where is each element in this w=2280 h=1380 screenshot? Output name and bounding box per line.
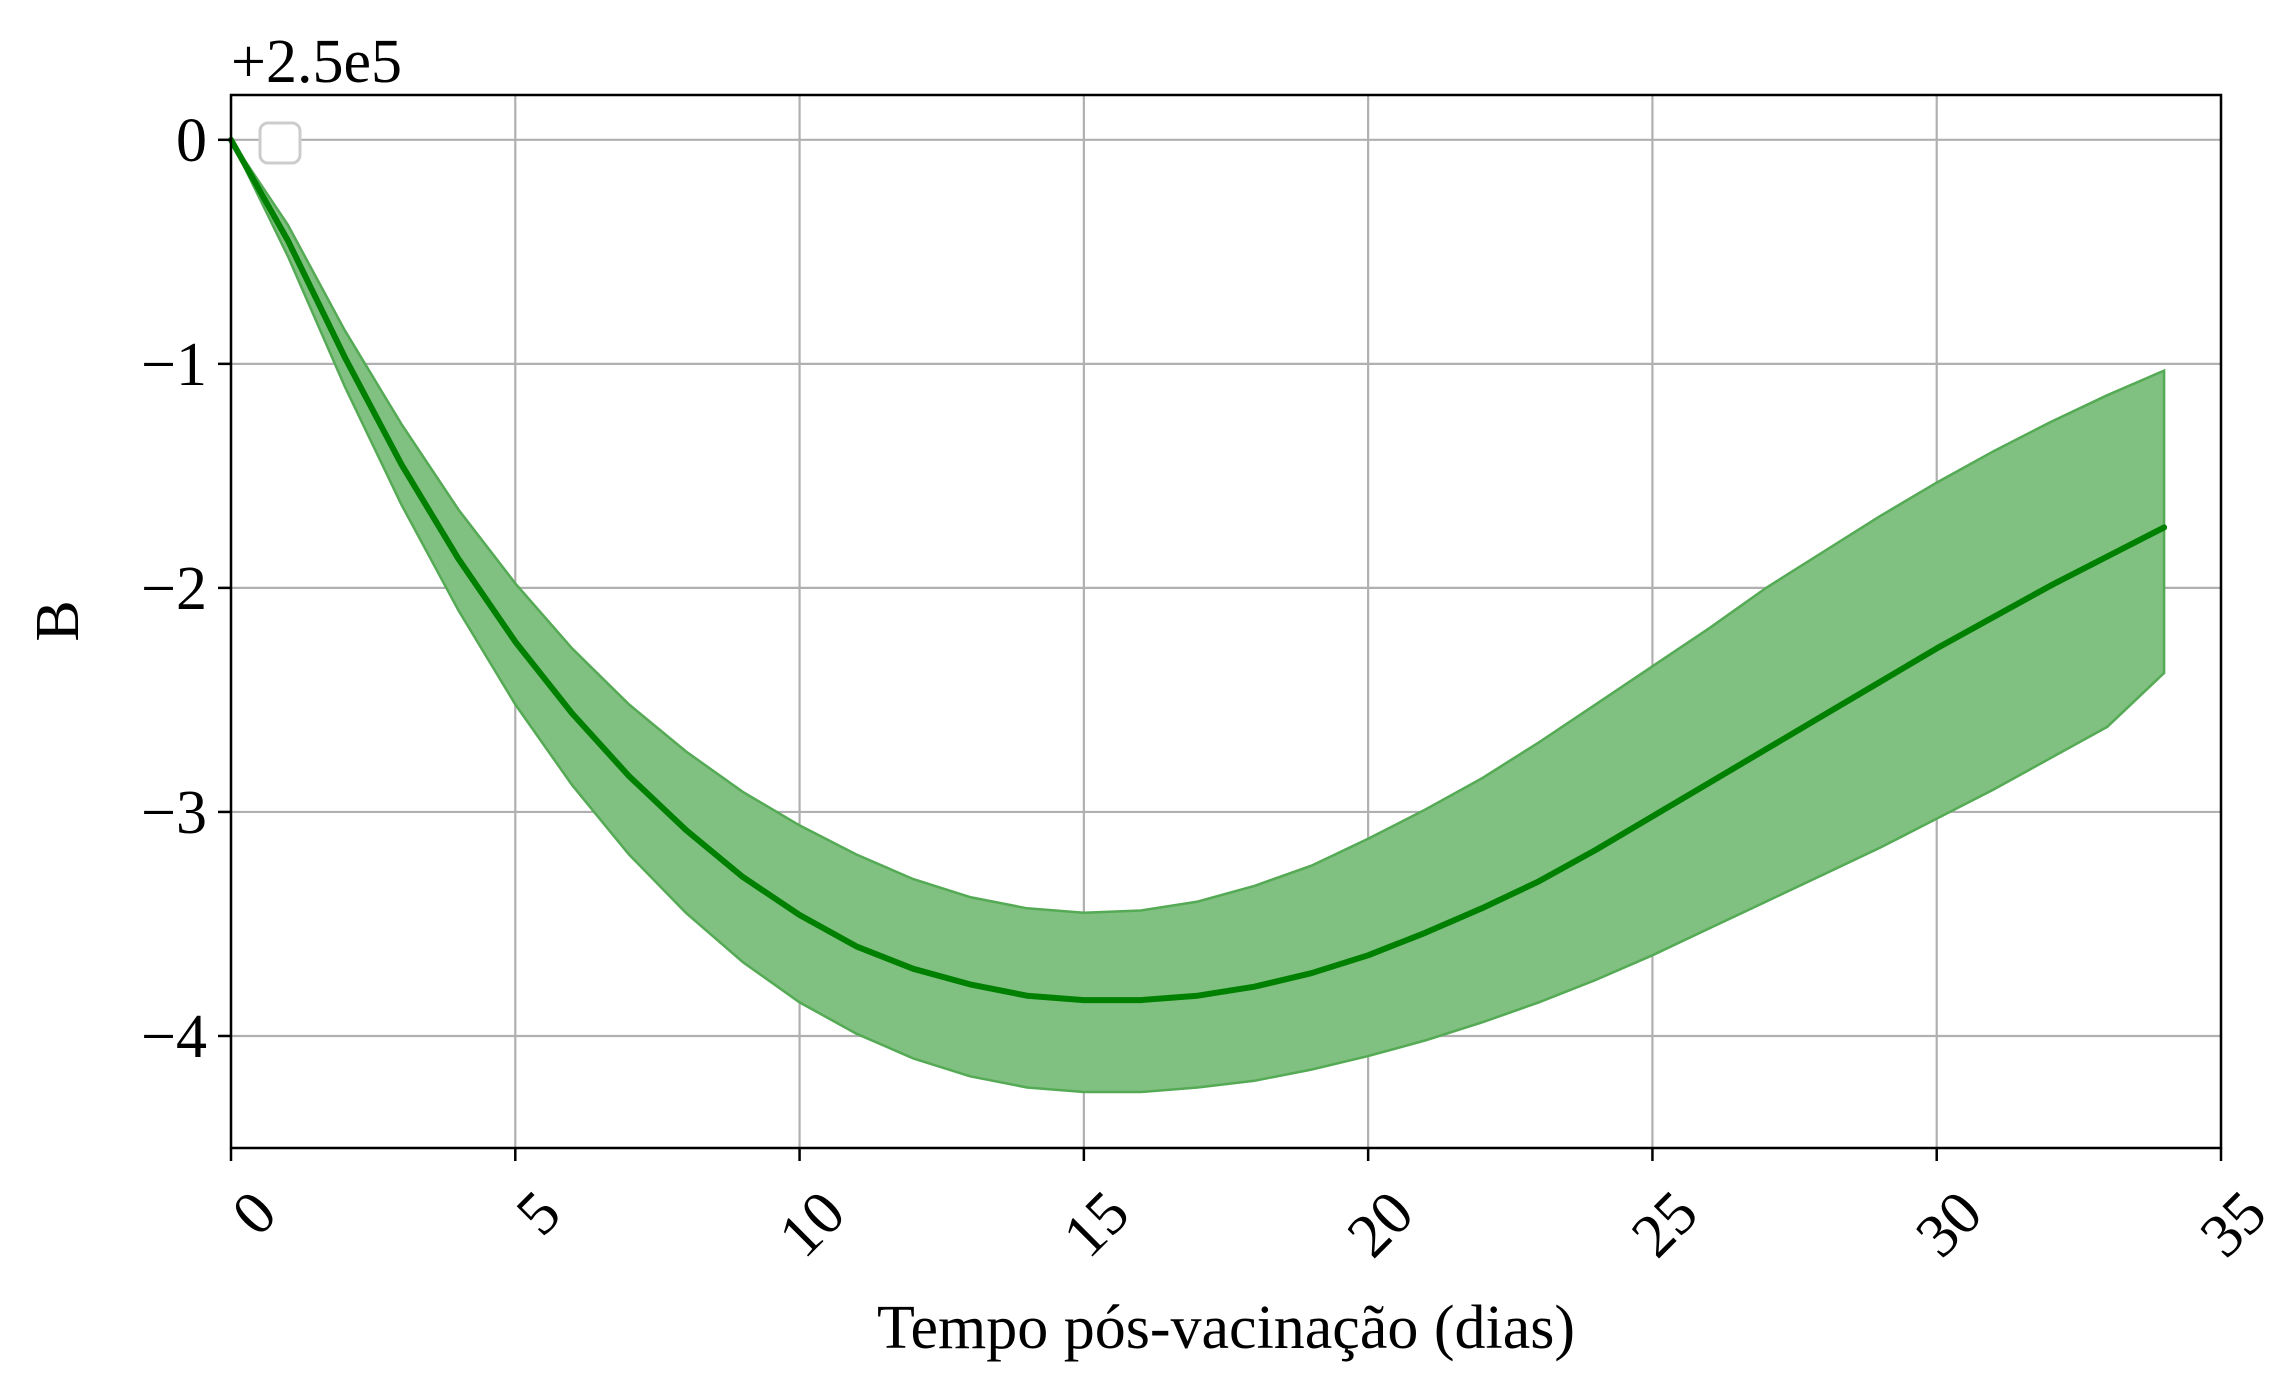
x-tick-label: 20 — [1335, 1178, 1427, 1270]
x-axis-label: Tempo pós-vacinação (dias) — [877, 1294, 1575, 1362]
x-ticks: 0 5 10 15 20 25 30 35 — [219, 1148, 2279, 1270]
legend-box — [258, 121, 302, 165]
plot-frame — [229, 93, 2223, 1150]
y-tick-label: −4 — [141, 1003, 207, 1071]
x-tick-label: 0 — [219, 1178, 289, 1248]
mean-line — [228, 136, 2168, 1004]
x-tick-label: 25 — [1619, 1178, 1711, 1270]
offset-text: +2.5e5 — [231, 28, 402, 96]
y-ticks: 0 −1 −2 −3 −4 — [141, 107, 231, 1071]
mean-series-line — [228, 136, 2168, 1004]
x-tick-label: 10 — [766, 1178, 858, 1270]
y-tick-label: −3 — [141, 779, 207, 847]
x-tick-label: 35 — [2188, 1178, 2280, 1270]
y-tick-label: 0 — [176, 107, 207, 175]
x-tick-label: 5 — [504, 1178, 574, 1248]
x-tick-label: 15 — [1050, 1178, 1142, 1270]
y-tick-label: −2 — [141, 555, 207, 623]
y-tick-label: −1 — [141, 331, 207, 399]
x-tick-label: 30 — [1903, 1178, 1995, 1270]
y-axis-label: B — [24, 600, 92, 641]
